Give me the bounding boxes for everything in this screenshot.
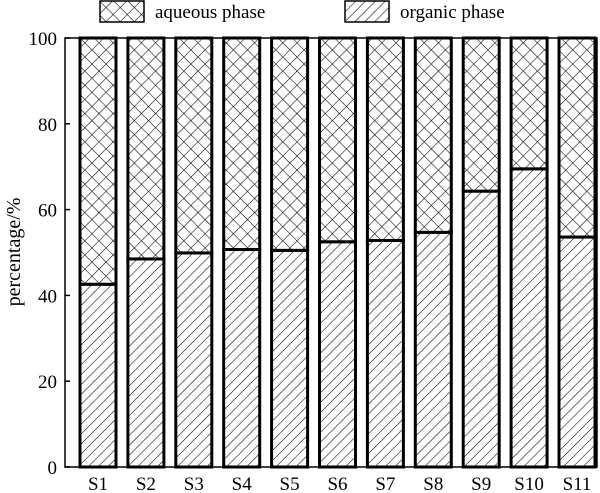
y-tick-label: 20 bbox=[38, 372, 57, 393]
bars bbox=[78, 36, 597, 469]
bar-organic-phase-S8 bbox=[413, 230, 453, 469]
bar-aqueous-phase-S7 bbox=[365, 36, 405, 242]
y-tick-label: 0 bbox=[48, 458, 58, 479]
bar-aqueous-phase-S4 bbox=[222, 36, 262, 251]
x-tick-label: S2 bbox=[136, 474, 156, 493]
plot-frame bbox=[64, 37, 598, 468]
bar-aqueous-phase-S5 bbox=[270, 36, 310, 252]
x-tick-label: S8 bbox=[423, 474, 443, 493]
x-tick-label: S11 bbox=[563, 474, 592, 493]
bar-aqueous-phase-S3 bbox=[174, 36, 214, 255]
x-tick-label: S5 bbox=[280, 474, 300, 493]
legend-swatch-organic-phase bbox=[344, 0, 390, 23]
bar-organic-phase-S5 bbox=[270, 248, 310, 469]
x-tick-label: S4 bbox=[232, 474, 253, 493]
y-axis-label: percentage/% bbox=[3, 198, 25, 307]
bar-organic-phase-S10 bbox=[509, 167, 549, 469]
bar-organic-phase-S3 bbox=[174, 251, 214, 469]
y-tick-label: 100 bbox=[29, 29, 58, 50]
bar-organic-phase-S9 bbox=[461, 189, 501, 469]
x-tick-label: S6 bbox=[327, 474, 347, 493]
bar-organic-phase-S11 bbox=[557, 235, 597, 469]
x-tick-label: S9 bbox=[471, 474, 491, 493]
legend: aqueous phase organic phase bbox=[99, 0, 505, 23]
bar-organic-phase-S4 bbox=[222, 247, 262, 469]
legend-label: organic phase bbox=[400, 2, 505, 23]
y-tick-label: 80 bbox=[38, 115, 57, 136]
bar-aqueous-phase-S2 bbox=[126, 36, 166, 261]
bar-aqueous-phase-S6 bbox=[318, 36, 357, 244]
legend-swatch-aqueous-phase bbox=[99, 0, 145, 23]
x-tick-label: S3 bbox=[184, 474, 204, 493]
bar-organic-phase-S2 bbox=[126, 257, 166, 469]
y-tick-label: 60 bbox=[38, 201, 57, 222]
bar-aqueous-phase-S1 bbox=[78, 36, 118, 286]
bar-aqueous-phase-S8 bbox=[413, 36, 453, 234]
bar-aqueous-phase-S10 bbox=[509, 36, 549, 171]
legend-label: aqueous phase bbox=[155, 2, 265, 23]
bar-aqueous-phase-S9 bbox=[461, 36, 501, 193]
x-tick-label: S7 bbox=[375, 474, 395, 493]
bar-organic-phase-S1 bbox=[78, 282, 118, 469]
axes: S1 S2 S3 S4 S5 S6 S7 S8 S9 S10 S11 0 20 40 60 80 100 bbox=[29, 29, 598, 493]
y-tick-label: 40 bbox=[38, 286, 57, 307]
x-tick-label: S10 bbox=[514, 474, 544, 493]
bar-aqueous-phase-S11 bbox=[557, 36, 597, 239]
bar-organic-phase-S6 bbox=[318, 240, 357, 469]
bar-organic-phase-S7 bbox=[365, 238, 405, 469]
x-tick-label: S1 bbox=[88, 474, 108, 493]
